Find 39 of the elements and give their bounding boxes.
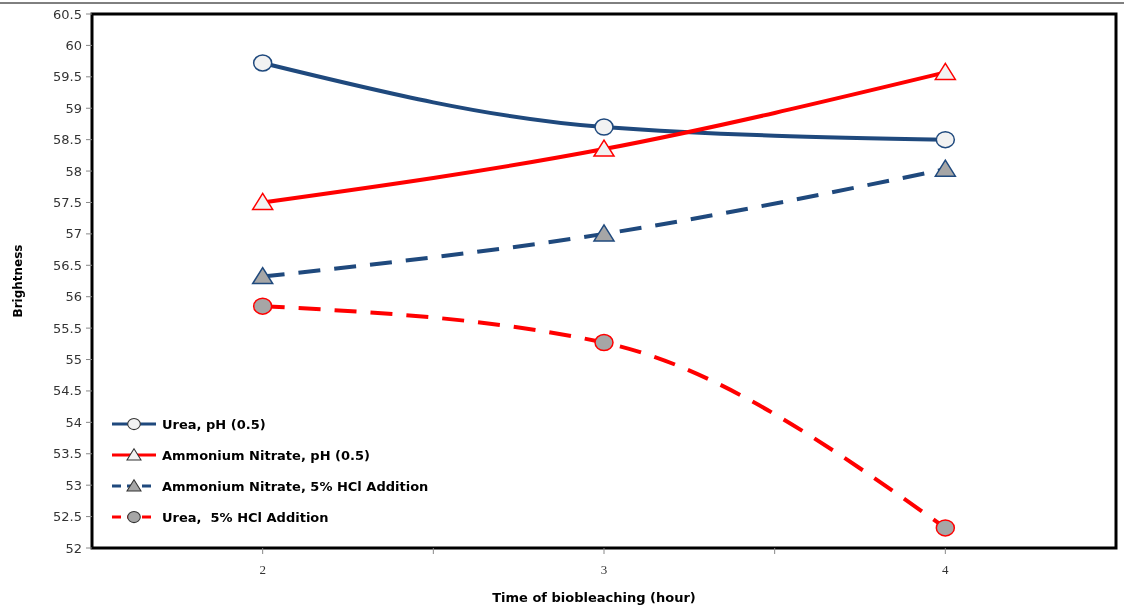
x-tick-label: 2 <box>259 562 266 577</box>
y-tick-label: 54.5 <box>53 383 82 399</box>
y-tick-label: 58 <box>65 163 82 179</box>
y-tick-label: 56 <box>65 289 82 305</box>
y-tick-label: 60 <box>65 37 82 53</box>
y-tick-label: 56.5 <box>53 257 82 273</box>
point <box>594 333 614 352</box>
y-tick-label: 55.5 <box>53 320 82 336</box>
legend-label: Urea, 5% HCl Addition <box>162 509 329 525</box>
point <box>934 62 957 81</box>
x-axis-title: Time of biobleaching (hour) <box>492 590 696 605</box>
point <box>594 118 614 136</box>
y-tick-label: 52 <box>65 540 82 556</box>
y-tick-label: 57.5 <box>53 195 82 211</box>
y-axis-title: Brightness <box>11 244 25 318</box>
y-tick-label: 52.5 <box>53 509 82 525</box>
y-tick-label: 59 <box>65 100 82 116</box>
legend-label: Urea, pH (0.5) <box>162 416 266 432</box>
point <box>593 224 615 242</box>
y-tick-label: 58.5 <box>53 132 82 148</box>
y-tick-label: 53.5 <box>53 446 82 462</box>
y-tick-label: 54 <box>65 414 82 430</box>
point <box>593 139 615 157</box>
x-tick-label: 4 <box>942 562 950 577</box>
legend-label: Ammonium Nitrate, 5% HCl Addition <box>162 478 429 494</box>
y-tick-label: 53 <box>65 477 82 493</box>
point <box>251 192 274 211</box>
y-tick-label: 59.5 <box>53 69 82 85</box>
y-tick-label: 55 <box>65 352 82 368</box>
legend-label: Ammonium Nitrate, pH (0.5) <box>162 447 370 463</box>
point <box>935 130 956 149</box>
point <box>252 54 273 72</box>
y-tick-label: 57 <box>65 226 82 242</box>
point <box>935 519 956 537</box>
point <box>251 266 274 285</box>
point <box>252 297 273 315</box>
y-tick-label: 60.5 <box>53 6 82 22</box>
x-tick-label: 3 <box>600 562 608 577</box>
point <box>934 159 957 177</box>
